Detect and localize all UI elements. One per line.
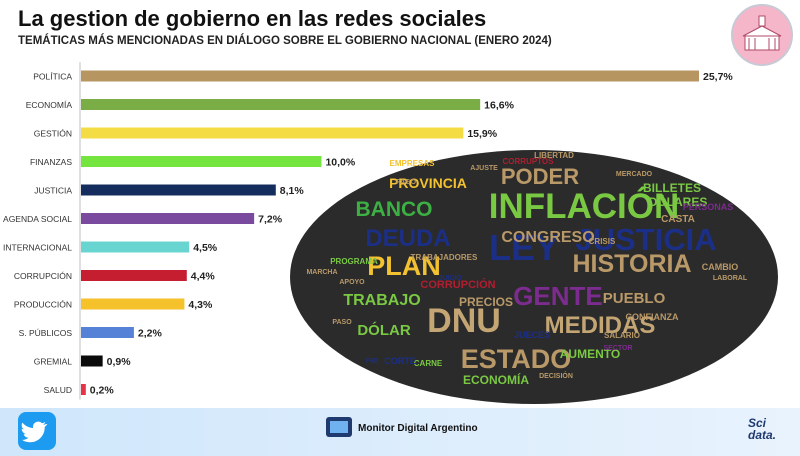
word-cloud-word: MARCHA	[306, 269, 337, 276]
word-cloud-word: ECONOMÍA	[463, 372, 529, 387]
bar	[81, 99, 481, 110]
value-label: 25,7%	[703, 71, 733, 83]
category-label: GESTIÓN	[34, 129, 72, 139]
word-cloud-word: TRABAJO	[343, 292, 420, 309]
category-label: INTERNACIONAL	[3, 243, 72, 253]
word-cloud-word: BILLETES	[643, 181, 701, 195]
word-cloud-word: HISTORIA	[573, 250, 692, 278]
bar	[81, 298, 185, 310]
category-label: JUSTICIA	[34, 186, 72, 196]
bar-chart: POLÍTICA 25,7% ECONOMÍA 16,6% GESTIÓN 15,9% FI…	[3, 62, 733, 400]
page-title: La gestion de gobierno en las redes soci…	[18, 6, 487, 31]
word-cloud-word: EMPRESAS	[390, 159, 436, 168]
word-cloud-word: PERSONAS	[683, 202, 734, 212]
word-cloud: INFLACIÓN JUSTICIA LEY DNU GENTE HISTORIA DEUD…	[288, 148, 780, 406]
bar	[81, 270, 187, 281]
word-cloud-word: TRABAJADORES	[411, 253, 478, 262]
word-cloud-word: PASO	[332, 319, 352, 326]
category-label: PRODUCCIÓN	[14, 300, 72, 310]
word-cloud-word: CRISIS	[589, 237, 616, 246]
value-label: 10,0%	[325, 157, 355, 169]
word-cloud-word: CARNE	[414, 359, 443, 368]
category-label: ECONOMÍA	[26, 100, 73, 110]
category-label: AGENDA SOCIAL	[3, 214, 72, 224]
word-cloud-word: BANCO	[356, 198, 433, 221]
word-cloud-word: DECISIÓN	[539, 371, 573, 380]
word-cloud-word: PLAN	[367, 251, 441, 281]
monitor-icon	[326, 417, 352, 437]
bar	[81, 213, 255, 224]
word-cloud-word: APOYO	[339, 279, 365, 286]
category-label: S. PÚBLICOS	[19, 328, 73, 338]
word-cloud-word: MERCADO	[616, 171, 653, 178]
category-label: FINANZAS	[30, 157, 72, 167]
value-label: 0,9%	[107, 356, 132, 368]
word-cloud-word: INFLACIÓN	[489, 186, 680, 226]
word-cloud-word: GENTE	[513, 281, 603, 311]
scidata-top: Sci	[748, 416, 767, 430]
word-cloud-word: CASTA	[661, 214, 695, 225]
bar	[81, 327, 134, 338]
government-building-icon	[731, 4, 793, 66]
word-cloud-word: PODER	[501, 164, 579, 189]
word-cloud-word: SECTOR	[603, 345, 632, 352]
word-cloud-word: DNU	[427, 302, 501, 340]
bar	[81, 156, 322, 167]
value-label: 4,5%	[193, 242, 218, 254]
word-cloud-word: AUMENTO	[560, 347, 620, 361]
word-cloud-word: PROVINCIA	[389, 175, 467, 191]
bar	[81, 355, 103, 367]
value-label: 15,9%	[467, 128, 497, 140]
value-label: 7,2%	[258, 214, 283, 226]
category-label: SALUD	[44, 385, 72, 395]
bar	[81, 127, 464, 139]
word-cloud-word: CONGRESO	[501, 229, 594, 246]
category-label: GREMIAL	[34, 357, 73, 367]
word-cloud-word: LEY	[489, 227, 559, 268]
bar	[81, 384, 86, 395]
value-label: 0,2%	[90, 385, 115, 397]
word-cloud-word: CORTE	[384, 356, 416, 366]
word-cloud-word: CAMBIO	[702, 262, 739, 272]
value-label: 2,2%	[138, 328, 163, 340]
word-cloud-word: MEDIDAS	[545, 312, 656, 339]
footer-bar	[0, 408, 800, 456]
twitter-bird-icon[interactable]	[18, 412, 56, 450]
word-cloud-word: FMI	[366, 358, 378, 365]
word-cloud-word: CONFIANZA	[626, 312, 679, 322]
word-cloud-word: ESTADO	[461, 344, 572, 374]
word-cloud-word: SALARIO	[604, 331, 640, 340]
chart-subtitle: TEMÁTICAS MÁS MENCIONADAS EN DIÁLOGO SOB…	[18, 35, 552, 47]
value-label: 4,3%	[188, 299, 213, 311]
word-cloud-word: AJUSTE	[470, 165, 498, 172]
word-cloud-word: CORRUPCIÓN	[420, 278, 495, 291]
bar	[81, 70, 699, 82]
value-label: 16,6%	[484, 100, 514, 112]
value-label: 8,1%	[280, 185, 305, 197]
word-cloud-word: PRECIOS	[459, 295, 513, 309]
word-cloud-word: CORRUPTOS	[503, 157, 555, 166]
bar	[81, 241, 190, 253]
word-cloud-word: LIBERTAD	[534, 151, 574, 160]
scidata-logo: Sci data.	[748, 417, 776, 441]
category-label: CORRUPCIÓN	[14, 271, 72, 281]
word-cloud-word: DÓLARES	[649, 194, 708, 209]
category-label: POLÍTICA	[33, 72, 72, 82]
bar	[81, 184, 276, 196]
word-cloud-word: LABORAL	[713, 275, 748, 282]
word-cloud-word: JUECES	[514, 330, 550, 340]
word-cloud-word: DÓLAR	[357, 321, 410, 339]
word-cloud-word: PAGO	[396, 179, 417, 186]
word-cloud-word: JUICIO	[438, 275, 462, 282]
word-cloud-word: PUEBLO	[603, 290, 666, 307]
word-cloud-word: PROGRAMA	[330, 257, 378, 266]
brand-label: Monitor Digital Argentino	[358, 423, 478, 434]
word-cloud-word: JUSTICIA	[575, 222, 716, 257]
word-cloud-word: DEUDA	[365, 225, 450, 252]
value-label: 4,4%	[191, 271, 216, 283]
scidata-bottom: data.	[748, 428, 777, 442]
